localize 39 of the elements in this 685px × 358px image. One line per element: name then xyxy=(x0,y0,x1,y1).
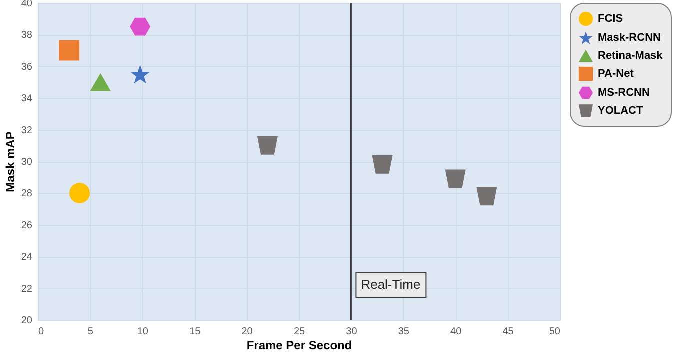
x-tick-label: 30 xyxy=(346,326,358,338)
x-tick-label: 15 xyxy=(190,326,202,338)
y-tick-label: 22 xyxy=(21,284,33,295)
x-tick-label: 5 xyxy=(88,326,94,338)
point xyxy=(476,187,498,206)
point xyxy=(70,182,90,204)
x-tick-label: 10 xyxy=(137,326,149,338)
ref-line-label: Real-Time xyxy=(361,277,421,292)
y-tick-label: 30 xyxy=(21,157,33,168)
y-tick-label: 26 xyxy=(21,220,33,232)
legend-label: Retina-Mask xyxy=(598,50,664,62)
point xyxy=(90,73,111,92)
legend-label: PA-Net xyxy=(598,68,634,80)
x-tick-label: 0 xyxy=(38,326,44,338)
point xyxy=(130,65,150,84)
y-tick-label: 24 xyxy=(21,252,33,264)
y-tick-label: 36 xyxy=(21,62,33,73)
y-axis-title: Mask mAP xyxy=(3,132,18,192)
legend-label: Mask-RCNN xyxy=(598,32,662,44)
y-tick-label: 32 xyxy=(21,125,33,136)
point xyxy=(59,40,80,61)
legend-label: YOLACT xyxy=(598,105,644,117)
legend-label: FCIS xyxy=(598,13,624,25)
point xyxy=(257,136,278,155)
x-tick-label: 40 xyxy=(450,326,462,338)
y-tick-label: 28 xyxy=(21,188,33,200)
x-tick-label: 50 xyxy=(549,326,561,338)
x-tick-label: 35 xyxy=(398,326,410,338)
x-tick-label: 45 xyxy=(502,326,514,338)
x-tick-label: 25 xyxy=(294,326,306,338)
point xyxy=(445,170,466,188)
y-tick-label: 20 xyxy=(21,316,33,326)
point xyxy=(130,18,151,36)
legend-label: MS-RCNN xyxy=(598,87,650,99)
x-tick-label: 20 xyxy=(242,326,254,338)
point xyxy=(372,155,393,174)
x-axis-title: Frame Per Second xyxy=(246,338,352,352)
y-tick-label: 34 xyxy=(21,94,33,105)
y-tick-label: 38 xyxy=(21,30,33,42)
